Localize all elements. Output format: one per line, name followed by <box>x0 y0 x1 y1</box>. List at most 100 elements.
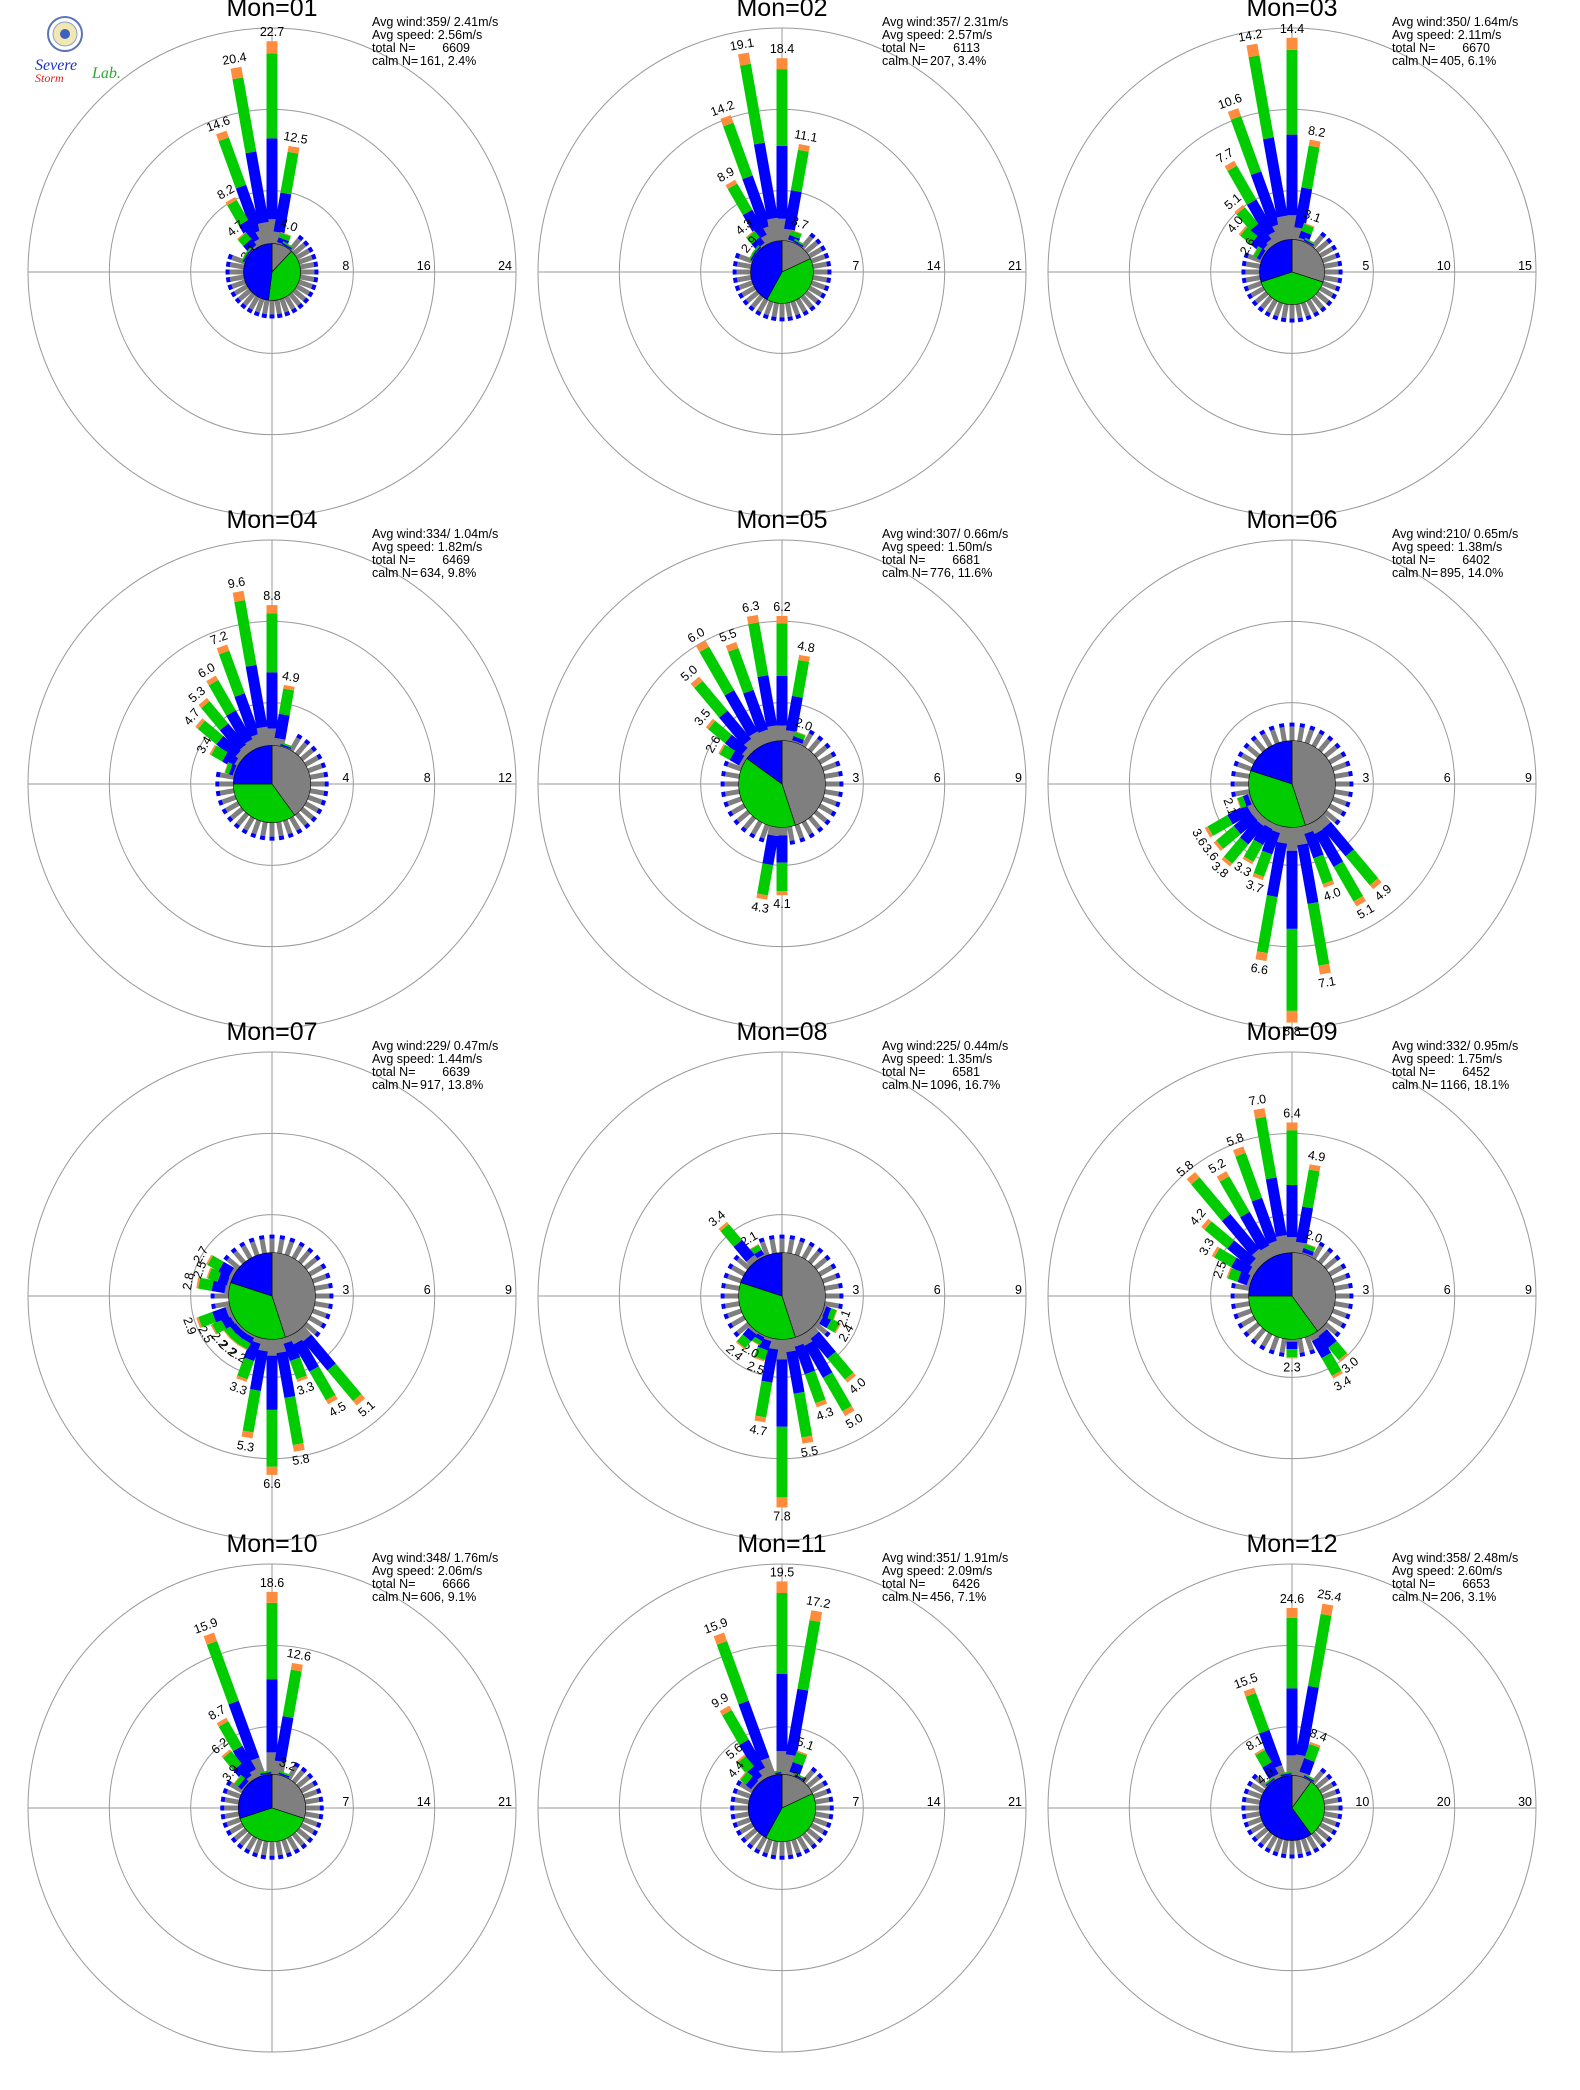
direction-bar-segment <box>761 1347 779 1383</box>
direction-bar-segment <box>719 1705 732 1716</box>
minor-direction-bar <box>284 295 296 311</box>
direction-bar-segment <box>198 1277 214 1291</box>
direction-bar-segment <box>237 1357 255 1380</box>
direction-bar-segment <box>1333 861 1364 902</box>
direction-bar-segment <box>1221 1213 1260 1256</box>
minor-direction-bar <box>1310 1770 1324 1785</box>
minor-direction-bar-tip <box>320 1263 327 1270</box>
minor-direction-bar-tip <box>1268 1349 1275 1355</box>
direction-bar-segment <box>782 1754 797 1776</box>
direction-bar-segment <box>196 1316 202 1329</box>
ring-label: 4 <box>342 771 349 785</box>
minor-direction-bar-tip <box>822 1829 829 1837</box>
minor-direction-bar-tip <box>1243 1788 1250 1795</box>
calm-pie-slice <box>233 745 273 785</box>
minor-direction-bar <box>760 823 770 839</box>
total-n-label: total N= <box>1392 553 1435 567</box>
minor-direction-bar-tip <box>320 799 327 806</box>
minor-direction-bar <box>260 821 268 837</box>
severe-storm-lab-logo: Severe Storm Lab. <box>30 14 150 85</box>
minor-direction-bar-tip <box>243 1848 251 1855</box>
direction-bar-segment <box>1234 204 1245 215</box>
direction-bar-segment <box>827 1308 837 1321</box>
minor-direction-bar <box>1311 1245 1323 1260</box>
minor-direction-bar-tip <box>313 276 319 283</box>
minor-direction-bar <box>1270 1335 1280 1351</box>
direction-bar-segment <box>794 1774 805 1782</box>
direction-bar-segment <box>210 745 228 762</box>
minor-direction-bar <box>219 772 235 780</box>
minor-direction-bar-tip <box>1319 306 1327 313</box>
calm-n-label: calm N= <box>1392 1078 1438 1092</box>
minor-direction-bar <box>215 1301 230 1309</box>
direction-bar-segment <box>690 676 703 688</box>
direction-bar-segment <box>1331 1370 1343 1379</box>
direction-bar-segment <box>1262 818 1276 830</box>
minor-direction-bar <box>289 737 301 752</box>
direction-bar-label: 7.1 <box>1317 974 1337 991</box>
total-n-value: 6681 <box>952 553 980 567</box>
calm-n-value: 207, 3.4% <box>930 54 986 68</box>
ring-label: 3 <box>342 1283 349 1297</box>
direction-bar-label: 14.4 <box>1280 22 1304 36</box>
minor-direction-bar-tip <box>823 285 830 292</box>
direction-bar-segment <box>716 1641 749 1705</box>
direction-bar-segment <box>237 231 247 240</box>
direction-bar-segment <box>207 1268 222 1282</box>
direction-bar-segment <box>798 1330 814 1346</box>
minor-direction-bar <box>239 1832 253 1847</box>
minor-direction-bar <box>760 1241 770 1257</box>
minor-direction-bar-tip <box>816 735 824 742</box>
direction-bar-segment <box>1242 856 1254 865</box>
direction-bar-label: 3.7 <box>789 214 810 233</box>
direction-bar-label: 7.8 <box>773 1509 790 1523</box>
minor-direction-bar <box>295 248 311 260</box>
direction-bar-segment <box>1303 239 1315 247</box>
minor-direction-bar-tip <box>1334 285 1341 292</box>
direction-bar-segment <box>1219 1176 1250 1218</box>
minor-direction-bar-tip <box>230 1836 238 1844</box>
direction-bar-segment <box>790 149 809 193</box>
minor-direction-bar-tip <box>217 799 224 806</box>
direction-bar-segment <box>705 718 716 730</box>
avg-wind-text: Avg wind:225/ 0.44m/s <box>882 1039 1008 1053</box>
minor-direction-bar <box>297 279 313 289</box>
direction-bar-segment <box>228 1700 260 1762</box>
direction-bar-segment <box>230 1332 243 1345</box>
minor-direction-bar <box>807 815 821 830</box>
direction-bar-segment <box>1216 1171 1230 1182</box>
direction-bar-segment <box>230 66 244 80</box>
direction-bar-segment <box>1294 825 1309 846</box>
minor-direction-bar-tip <box>312 1779 319 1787</box>
minor-direction-bar-tip <box>795 1851 803 1858</box>
ring-label: 14 <box>927 1795 941 1809</box>
direction-bar-segment <box>740 63 765 145</box>
direction-bar-segment <box>1318 963 1331 975</box>
direction-bar-segment <box>1213 840 1224 851</box>
minor-direction-bar <box>229 274 245 282</box>
direction-bar-segment <box>228 1320 241 1334</box>
minor-direction-bar <box>1334 789 1349 797</box>
minor-direction-bar-tip <box>809 232 816 239</box>
direction-bar-segment <box>719 710 752 746</box>
direction-bar-segment <box>756 893 768 900</box>
minor-direction-bar-tip <box>1237 751 1244 758</box>
minor-direction-bar <box>1306 1834 1318 1850</box>
minor-direction-bar-tip <box>230 291 237 298</box>
direction-bar-segment <box>784 190 802 231</box>
direction-bar-segment <box>229 1312 238 1324</box>
direction-bar-segment <box>1321 1352 1342 1377</box>
ring-label: 9 <box>1525 771 1532 785</box>
minor-direction-bar-tip <box>303 822 311 829</box>
direction-bar-segment <box>1201 1218 1212 1230</box>
direction-bar-segment <box>788 234 800 244</box>
calm-n-value: 634, 9.8% <box>420 566 476 580</box>
minor-direction-bar-tip <box>761 1851 769 1858</box>
direction-bar-segment <box>1322 880 1335 888</box>
direction-bar-segment <box>757 675 778 728</box>
minor-direction-bar-tip <box>314 1254 321 1262</box>
total-n-label: total N= <box>372 41 415 55</box>
panel-title: Mon=10 <box>226 1530 317 1558</box>
